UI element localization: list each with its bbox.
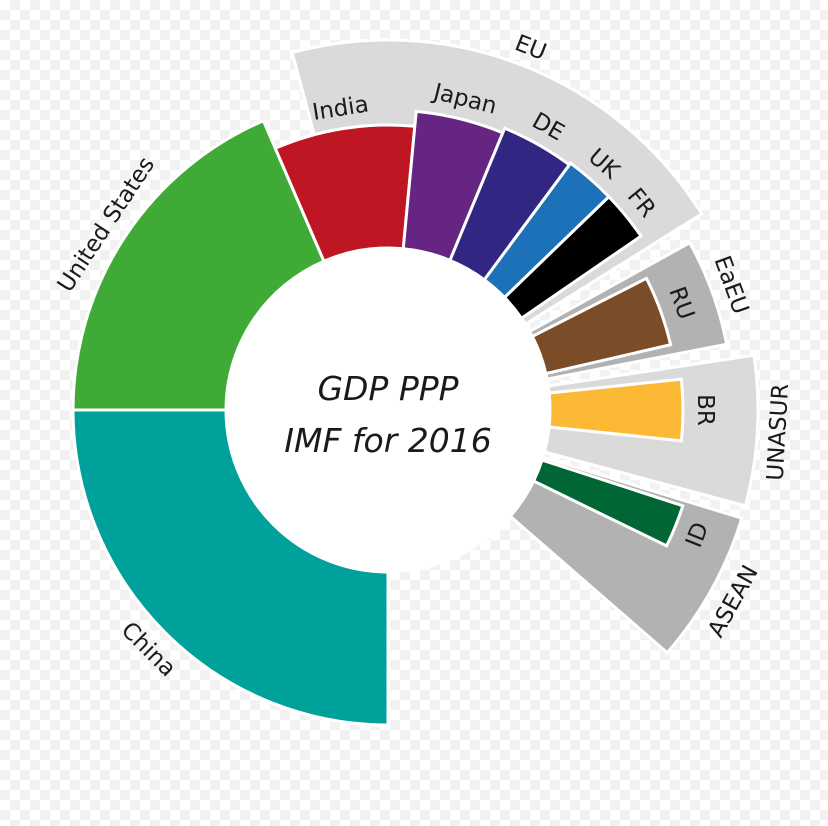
label-br: BR <box>692 394 718 426</box>
chart-title-line-1: GDP PPP <box>317 369 458 408</box>
label-eu: EU <box>511 30 550 66</box>
label-unasur: UNASUR <box>763 383 794 482</box>
center-hole <box>225 247 551 573</box>
chart-wedges <box>71 38 760 727</box>
chart-title-line-2: IMF for 2016 <box>284 421 492 460</box>
